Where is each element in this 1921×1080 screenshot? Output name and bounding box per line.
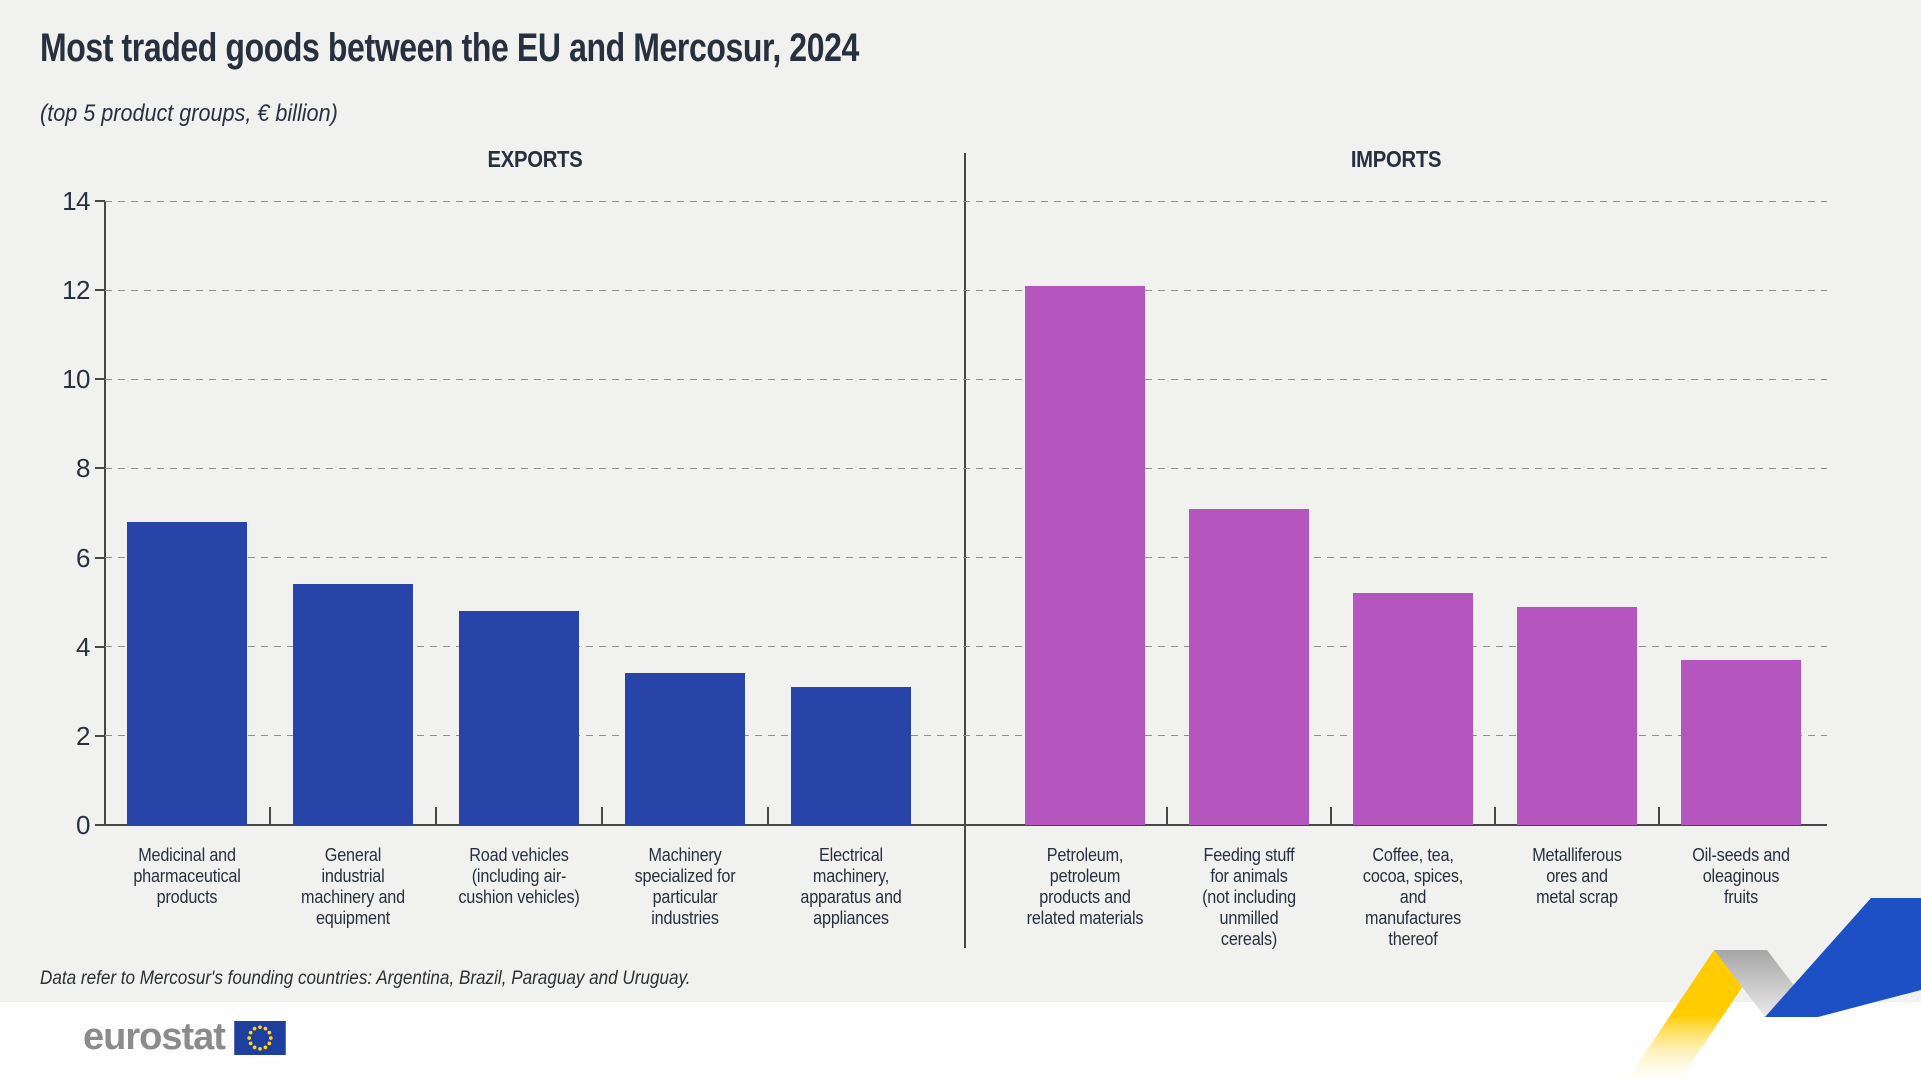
export-bar-4 xyxy=(625,673,745,825)
y-tick-mark-6 xyxy=(95,556,105,559)
gridline-12 xyxy=(105,289,1827,291)
category-label-export-3: Road vehicles (including air- cushion ve… xyxy=(458,845,580,907)
panel-divider-line xyxy=(964,153,966,948)
y-tick-mark-12 xyxy=(95,289,105,292)
import-bar-4 xyxy=(1517,606,1637,825)
gridline-6 xyxy=(105,557,1827,559)
y-tick-label-12: 12 xyxy=(62,275,90,306)
exports-panel-heading: EXPORTS xyxy=(487,146,583,172)
category-tick xyxy=(1166,807,1168,825)
y-tick-label-2: 2 xyxy=(76,720,90,751)
gridline-10 xyxy=(105,378,1827,380)
y-tick-label-14: 14 xyxy=(62,186,90,216)
category-label-import-5: Oil-seeds and oleaginous fruits xyxy=(1692,845,1790,907)
page-title: Most traded goods between the EU and Mer… xyxy=(40,26,859,70)
category-label-import-4: Metalliferous ores and metal scrap xyxy=(1532,845,1622,907)
y-tick-mark-4 xyxy=(95,645,105,648)
category-tick xyxy=(269,807,271,825)
ribbon-yellow-stripe xyxy=(1627,950,1767,1080)
category-label-export-5: Electrical machinery, apparatus and appl… xyxy=(800,845,902,928)
export-bar-1 xyxy=(127,521,247,825)
category-label-export-4: Machinery specialized for particular ind… xyxy=(634,845,736,928)
imports-panel-heading: IMPORTS xyxy=(1350,146,1442,172)
export-bar-5 xyxy=(791,686,911,825)
y-tick-mark-0 xyxy=(95,824,105,826)
y-tick-label-10: 10 xyxy=(62,364,90,395)
import-bar-5 xyxy=(1681,660,1801,825)
eurostat-logo-text: eurostat xyxy=(83,1016,226,1058)
ribbon-decoration xyxy=(1627,898,1921,1080)
chart-background xyxy=(0,0,1921,1002)
page-subtitle: (top 5 product groups, € billion) xyxy=(40,100,338,127)
category-tick xyxy=(435,807,437,825)
gridline-8 xyxy=(105,467,1827,469)
import-bar-2 xyxy=(1189,508,1309,825)
category-label-import-1: Petroleum, petroleum products and relate… xyxy=(1026,845,1144,928)
export-bar-3 xyxy=(459,611,579,825)
gridline-4 xyxy=(105,646,1827,648)
category-label-export-1: Medicinal and pharmaceutical products xyxy=(133,845,241,907)
eu-flag-icon xyxy=(234,1020,286,1055)
y-tick-label-4: 4 xyxy=(76,631,90,662)
gridline-2 xyxy=(105,735,1827,737)
y-axis-line xyxy=(104,201,106,826)
y-tick-label-0: 0 xyxy=(76,810,90,840)
category-label-import-3: Coffee, tea, cocoa, spices, and manufact… xyxy=(1362,845,1464,949)
category-tick xyxy=(1494,807,1496,825)
footnote: Data refer to Mercosur's founding countr… xyxy=(40,968,691,989)
category-tick xyxy=(767,807,769,825)
y-tick-label-6: 6 xyxy=(76,542,90,573)
y-tick-mark-14 xyxy=(95,200,105,202)
import-bar-1 xyxy=(1025,285,1145,825)
gridline-14 xyxy=(105,200,1827,202)
category-tick xyxy=(1330,807,1332,825)
category-label-import-2: Feeding stuff for animals (not including… xyxy=(1202,845,1296,949)
footer-band xyxy=(0,1002,1921,1080)
category-tick xyxy=(601,807,603,825)
y-tick-mark-8 xyxy=(95,467,105,470)
y-tick-mark-10 xyxy=(95,378,105,381)
category-label-export-2: General industrial machinery and equipme… xyxy=(301,845,405,928)
eurostat-logo: eurostat xyxy=(83,1016,286,1059)
ribbon-blue-stripe xyxy=(1765,898,1921,1017)
import-bar-3 xyxy=(1353,593,1473,825)
y-tick-label-8: 8 xyxy=(76,453,90,484)
export-bar-2 xyxy=(293,584,413,825)
y-tick-mark-2 xyxy=(95,734,105,737)
category-tick xyxy=(1658,807,1660,825)
